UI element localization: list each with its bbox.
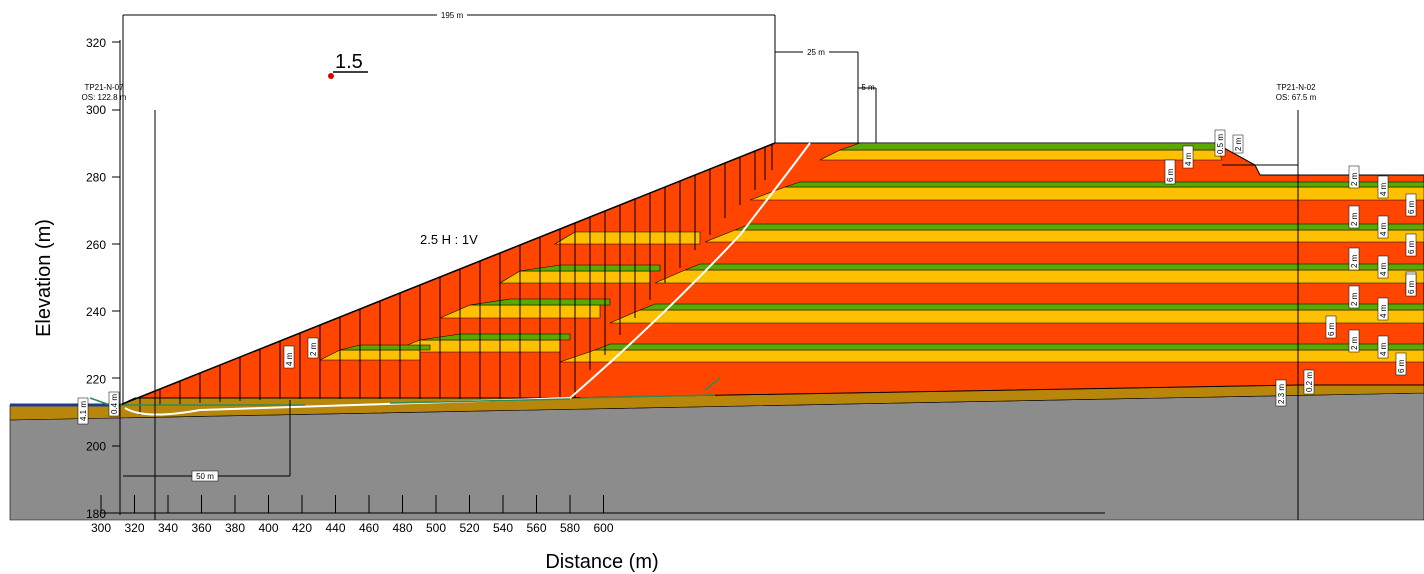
right-label-box xyxy=(1405,233,1417,257)
y-tick-label: 200 xyxy=(86,440,106,454)
crest-right-labels: 6 m 4 m 0.5 m 2 m 0.2 m 2.3 m xyxy=(1164,129,1315,407)
x-tick-label: 380 xyxy=(225,521,245,535)
overall-width-label: 195 m xyxy=(441,11,464,20)
x-tick-label: 340 xyxy=(158,521,178,535)
reinforcement xyxy=(89,377,721,406)
x-tick-label: 540 xyxy=(493,521,513,535)
bench-5-label: 5 m xyxy=(861,83,875,92)
right-label: 6 m xyxy=(1407,280,1416,294)
right-label-box xyxy=(1348,165,1360,189)
left-04-label: 0.4 m xyxy=(110,394,119,414)
crest-6m-label: 6 m xyxy=(1166,168,1175,182)
right-label-box xyxy=(1325,315,1337,339)
x-tick-label: 460 xyxy=(359,521,379,535)
right-label: 2 m xyxy=(1350,292,1359,306)
right-label-box xyxy=(1348,247,1360,271)
crest-05-label: 0.5 m xyxy=(1216,134,1225,154)
y-tick-label: 280 xyxy=(86,171,106,185)
slice-lines xyxy=(139,144,773,415)
slope-4m-label: 4 m xyxy=(285,352,294,366)
right-label: 6 m xyxy=(1397,359,1406,373)
slip-surface xyxy=(124,142,811,416)
right-label: 4 m xyxy=(1379,182,1388,196)
y-tick-label: 180 xyxy=(86,507,106,521)
left-small-labels: 4.1 m 0.4 m 4 m 2 m xyxy=(77,337,319,425)
x-tick-label: 520 xyxy=(459,521,479,535)
right-label: 4 m xyxy=(1379,342,1388,356)
right-edge-labels: 2 m 4 m 6 m 2 m 4 m 6 m 2 m 4 m 6 m 2 m 4 m 6 m 6 m 2… xyxy=(1325,165,1417,376)
right-label: 4 m xyxy=(1379,304,1388,318)
x-tick-label: 440 xyxy=(325,521,345,535)
x-tick-label: 300 xyxy=(91,521,111,535)
right-label: 6 m xyxy=(1327,322,1336,336)
right-label-box xyxy=(1348,205,1360,229)
x-tick-label: 320 xyxy=(124,521,144,535)
right-label: 2 m xyxy=(1350,336,1359,350)
right-label-box xyxy=(1377,335,1389,359)
right-label-box xyxy=(1377,175,1389,199)
right-borehole-offset: OS: 67.5 m xyxy=(1276,93,1317,102)
x-tick-label: 420 xyxy=(292,521,312,535)
slip-center-point xyxy=(328,73,334,79)
slope-face xyxy=(119,142,776,406)
x-tick-label: 480 xyxy=(392,521,412,535)
right-label-box xyxy=(1405,273,1417,297)
y-tick-label: 300 xyxy=(86,103,106,117)
y-tick-label: 220 xyxy=(86,372,106,386)
right-02-label: 0.2 m xyxy=(1305,372,1314,392)
right-label: 2 m xyxy=(1350,254,1359,268)
right-label: 4 m xyxy=(1379,262,1388,276)
right-label-box xyxy=(1348,285,1360,309)
y-tick-labels: 180 200 220 240 260 280 300 320 xyxy=(86,36,106,521)
x-tick-label: 580 xyxy=(560,521,580,535)
y-tick-label: 260 xyxy=(86,238,106,252)
right-borehole-name: TP21-N-02 xyxy=(1276,83,1316,92)
x-tick-label: 360 xyxy=(191,521,211,535)
crest-width-label: 25 m xyxy=(807,48,825,57)
right-label: 2 m xyxy=(1350,172,1359,186)
y-axis-title: Elevation (m) xyxy=(33,219,55,337)
x-tick-label: 500 xyxy=(426,521,446,535)
right-label-box xyxy=(1377,255,1389,279)
right-label: 2 m xyxy=(1350,212,1359,226)
crest-4m-label: 4 m xyxy=(1184,152,1193,166)
crest-2m-label: 2 m xyxy=(1234,137,1243,151)
green-bands xyxy=(339,142,1424,351)
x-tick-labels: 300 320 340 360 380 400 420 440 460 480 500 520 540 5… xyxy=(91,521,614,535)
slope-2m-label: 2 m xyxy=(309,342,318,356)
right-label: 4 m xyxy=(1379,222,1388,236)
x-tick-label: 400 xyxy=(258,521,278,535)
x-tick-label: 560 xyxy=(526,521,546,535)
right-label-box xyxy=(1348,329,1360,353)
x-axis-title: Distance (m) xyxy=(545,551,658,573)
slope-ratio-label: 2.5 H : 1V xyxy=(420,232,478,247)
right-label: 6 m xyxy=(1407,240,1416,254)
left-41-label: 4.1 m xyxy=(79,401,88,421)
y-tick-label: 240 xyxy=(86,305,106,319)
x-ticks xyxy=(100,495,604,513)
right-label-box xyxy=(1405,193,1417,217)
y-tick-label: 320 xyxy=(86,36,106,50)
left-borehole-name: TP21-N-07 xyxy=(84,83,124,92)
base-50-label: 50 m xyxy=(196,472,214,481)
right-label-box xyxy=(1377,215,1389,239)
right-label: 6 m xyxy=(1407,200,1416,214)
x-tick-label: 600 xyxy=(593,521,613,535)
factor-of-safety: 1.5 xyxy=(335,51,363,73)
right-23-label: 2.3 m xyxy=(1277,384,1286,404)
right-label-box xyxy=(1395,352,1407,376)
left-borehole-offset: OS: 122.8 m xyxy=(82,93,127,102)
right-label-box xyxy=(1377,297,1389,321)
